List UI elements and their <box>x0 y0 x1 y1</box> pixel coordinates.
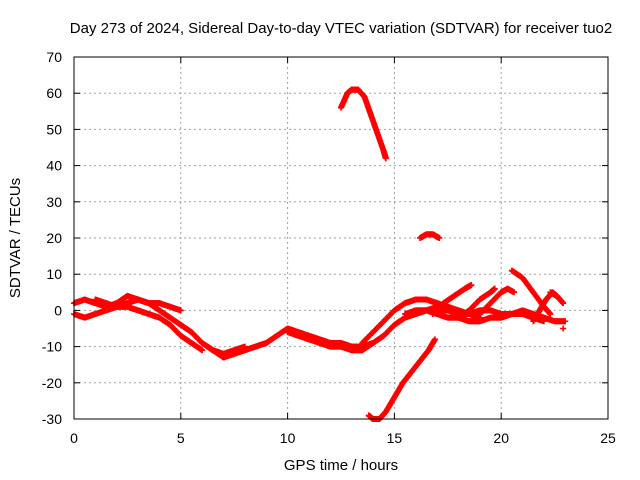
data-point <box>468 282 475 289</box>
y-tick-label: -20 <box>42 375 62 391</box>
x-axis-label: GPS time / hours <box>284 457 398 474</box>
x-tick-label: 10 <box>280 430 296 446</box>
data-points <box>71 86 569 422</box>
x-tick-label: 0 <box>70 430 78 446</box>
y-tick-label: 60 <box>46 85 62 101</box>
data-point <box>560 325 567 332</box>
y-tick-label: 30 <box>46 194 62 210</box>
data-point <box>382 155 389 162</box>
x-tick-label: 20 <box>493 430 509 446</box>
chart-title: Day 273 of 2024, Sidereal Day-to-day VTE… <box>70 20 612 37</box>
series-track-o <box>338 86 389 162</box>
data-point <box>560 300 567 307</box>
data-point <box>177 307 184 314</box>
data-point <box>491 285 498 292</box>
axis-ticks <box>73 56 609 420</box>
series-track-k <box>476 285 518 318</box>
x-tick-label: 5 <box>177 430 185 446</box>
y-axis-label: SDTVAR / TECUs <box>7 178 24 298</box>
grid-lines <box>74 57 608 419</box>
data-point <box>547 311 554 318</box>
series-track-n <box>547 289 567 307</box>
series-track-q <box>365 336 438 422</box>
x-tick-label: 25 <box>600 430 616 446</box>
y-tick-label: 10 <box>46 266 62 282</box>
data-point <box>562 318 569 325</box>
series-track-j <box>455 285 498 321</box>
y-tick-label: 70 <box>46 49 62 65</box>
x-tick-label: 15 <box>387 430 403 446</box>
data-point <box>431 336 438 343</box>
tick-labels: 0 5 10 15 20 25 -30 -20 -10 0 10 20 30 40 50 60 70 <box>42 49 616 446</box>
y-tick-label: -30 <box>42 411 62 427</box>
y-tick-label: 20 <box>46 230 62 246</box>
series-track-e <box>284 303 441 354</box>
data-point <box>511 289 518 296</box>
series-outlier <box>560 325 567 332</box>
data-point <box>436 235 443 241</box>
y-tick-label: 50 <box>46 121 62 137</box>
y-tick-label: 0 <box>54 302 62 318</box>
series-track-i <box>429 282 475 318</box>
y-tick-label: 40 <box>46 158 62 174</box>
y-tick-label: -10 <box>42 339 62 355</box>
series-track-p <box>417 231 443 241</box>
data-point <box>199 347 206 354</box>
